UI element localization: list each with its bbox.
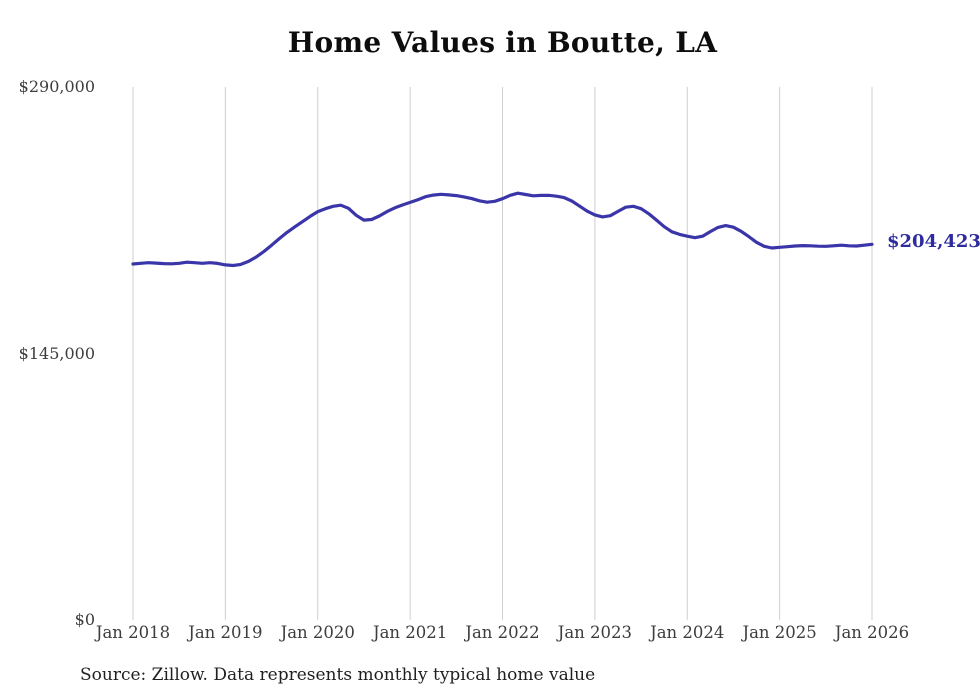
x-tick-label: Jan 2024 <box>650 623 725 642</box>
source-note: Source: Zillow. Data represents monthly … <box>80 665 596 685</box>
x-tick-label: Jan 2025 <box>742 623 817 642</box>
x-tick-label: Jan 2026 <box>834 623 910 642</box>
home-value-line <box>131 191 874 268</box>
x-tick-label: Jan 2023 <box>557 623 633 642</box>
x-tick-label: Jan 2018 <box>95 623 171 642</box>
x-tick-label: Jan 2022 <box>465 623 540 642</box>
latest-value-label: $204,423 <box>887 231 980 253</box>
y-tick-label: $290,000 <box>18 77 95 96</box>
x-tick-label: Jan 2019 <box>188 623 263 642</box>
x-tick-label: Jan 2021 <box>372 623 448 642</box>
y-tick-label: $0 <box>74 610 95 629</box>
y-tick-label: $145,000 <box>18 343 95 363</box>
x-tick-label: Jan 2020 <box>280 623 355 642</box>
chart-title: Home Values in Boutte, LA <box>287 26 718 59</box>
